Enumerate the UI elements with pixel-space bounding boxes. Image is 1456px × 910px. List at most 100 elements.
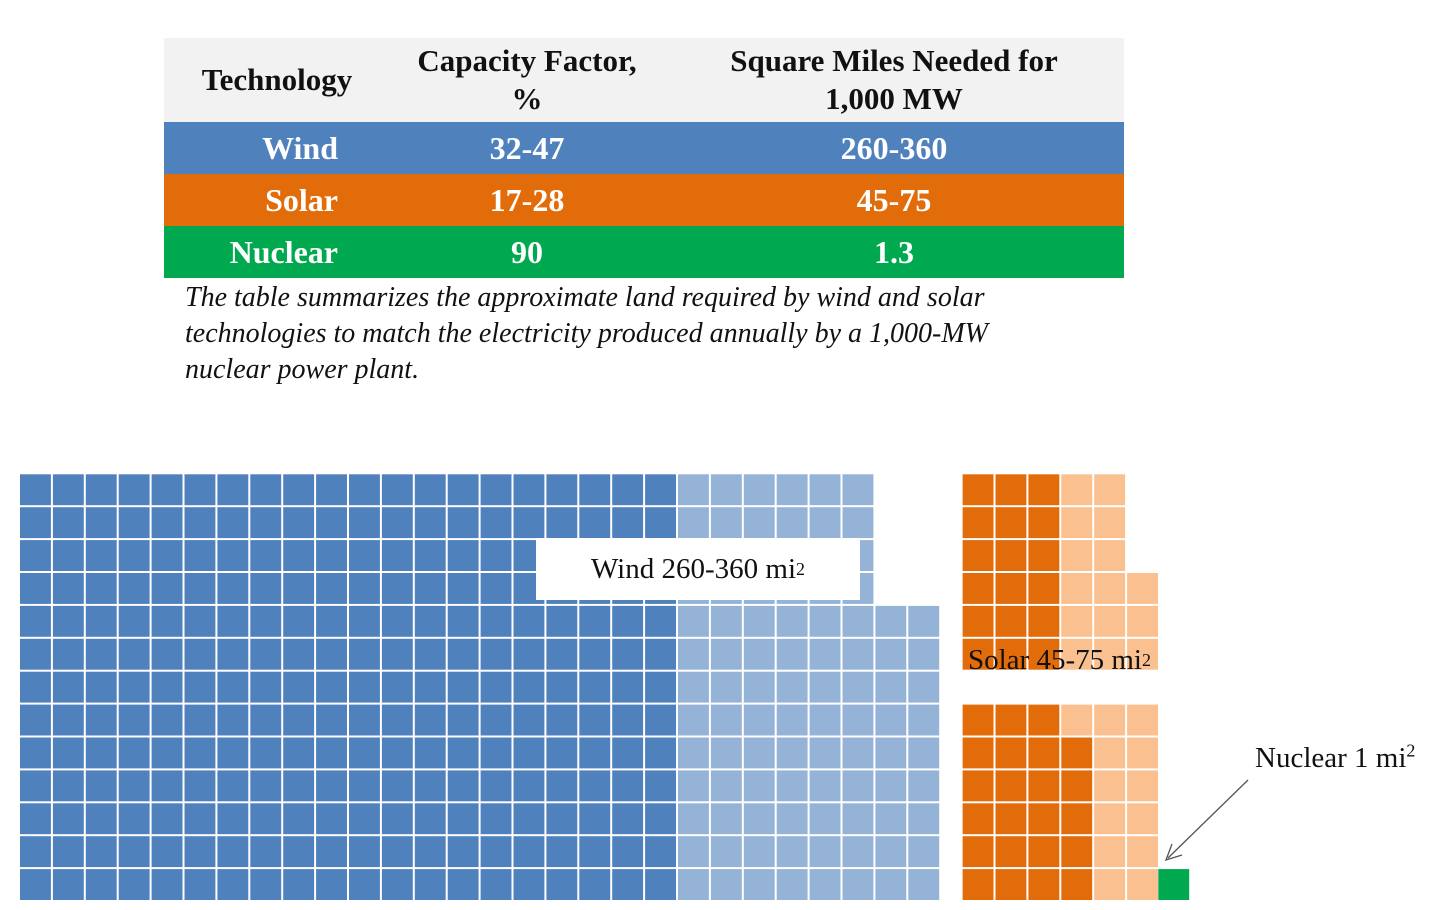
wind-square bbox=[316, 605, 347, 637]
wind-extra-square bbox=[743, 869, 775, 900]
wind-square bbox=[546, 803, 578, 835]
wind-square bbox=[414, 671, 446, 703]
wind-square bbox=[52, 704, 84, 736]
wind-square bbox=[414, 803, 446, 835]
solar-extra-square bbox=[1127, 836, 1158, 868]
wind-square bbox=[283, 869, 315, 900]
wind-square bbox=[381, 507, 413, 539]
solar-square bbox=[1028, 573, 1060, 604]
wind-square bbox=[513, 671, 545, 703]
wind-square bbox=[612, 704, 644, 736]
wind-square bbox=[20, 803, 51, 835]
wind-extra-square bbox=[743, 474, 775, 506]
solar-square bbox=[995, 573, 1027, 604]
wind-square bbox=[118, 704, 150, 736]
wind-square bbox=[349, 770, 380, 802]
wind-square bbox=[151, 869, 183, 900]
solar-extra-square bbox=[1061, 573, 1093, 604]
wind-extra-square bbox=[678, 507, 709, 539]
wind-square bbox=[20, 573, 51, 604]
wind-square bbox=[316, 540, 347, 571]
wind-square bbox=[52, 605, 84, 637]
wind-square bbox=[217, 540, 249, 571]
wind-square bbox=[52, 638, 84, 670]
wind-extra-square bbox=[710, 605, 742, 637]
wind-square bbox=[118, 573, 150, 604]
wind-extra-square bbox=[908, 770, 940, 802]
solar-square bbox=[962, 803, 994, 835]
wind-square bbox=[447, 704, 479, 736]
table-caption: The table summarizes the approximate lan… bbox=[185, 282, 988, 385]
wind-square bbox=[184, 671, 216, 703]
wind-square bbox=[645, 704, 676, 736]
header-capacity-factor: Capacity Factor, % bbox=[390, 38, 664, 122]
cell-technology: Wind bbox=[164, 122, 390, 174]
wind-square bbox=[20, 770, 51, 802]
wind-square bbox=[316, 474, 347, 506]
wind-square bbox=[118, 869, 150, 900]
solar-square bbox=[1061, 737, 1093, 769]
wind-square bbox=[151, 507, 183, 539]
solar-label-text: Solar 45-75 mi bbox=[968, 644, 1142, 676]
wind-extra-square bbox=[842, 507, 874, 539]
wind-extra-square bbox=[842, 869, 874, 900]
wind-square bbox=[184, 704, 216, 736]
wind-extra-square bbox=[908, 803, 940, 835]
solar-extra-square bbox=[1061, 638, 1093, 670]
wind-square bbox=[349, 671, 380, 703]
wind-square bbox=[250, 507, 282, 539]
wind-square bbox=[217, 474, 249, 506]
solar-square bbox=[962, 573, 994, 604]
wind-extra-square bbox=[678, 638, 709, 670]
wind-square bbox=[645, 770, 676, 802]
wind-square bbox=[546, 737, 578, 769]
wind-square bbox=[250, 803, 282, 835]
wind-extra-square bbox=[743, 605, 775, 637]
wind-extra-square bbox=[875, 638, 907, 670]
wind-square bbox=[316, 803, 347, 835]
wind-extra-square bbox=[743, 770, 775, 802]
wind-extra-square bbox=[809, 671, 841, 703]
wind-square bbox=[85, 770, 117, 802]
wind-square bbox=[250, 671, 282, 703]
wind-extra-square bbox=[710, 770, 742, 802]
wind-square bbox=[480, 507, 512, 539]
wind-square bbox=[546, 770, 578, 802]
solar-extra-square bbox=[1127, 737, 1158, 769]
wind-extra-square bbox=[809, 737, 841, 769]
wind-square bbox=[612, 638, 644, 670]
wind-extra-square bbox=[875, 836, 907, 868]
solar-square bbox=[962, 638, 994, 670]
wind-square bbox=[480, 770, 512, 802]
solar-square bbox=[1061, 803, 1093, 835]
solar-square bbox=[995, 803, 1027, 835]
wind-square bbox=[20, 638, 51, 670]
wind-square bbox=[546, 507, 578, 539]
wind-square bbox=[579, 803, 611, 835]
wind-extra-square bbox=[875, 704, 907, 736]
wind-square bbox=[579, 704, 611, 736]
table-row-wind: Wind 32-47 260-360 bbox=[164, 122, 1124, 174]
wind-extra-square bbox=[908, 638, 940, 670]
wind-square bbox=[184, 474, 216, 506]
solar-extra-square bbox=[1094, 704, 1126, 736]
wind-extra-square bbox=[776, 869, 808, 900]
wind-square bbox=[118, 540, 150, 571]
wind-square bbox=[381, 704, 413, 736]
wind-square bbox=[349, 803, 380, 835]
wind-square bbox=[349, 869, 380, 900]
wind-square bbox=[447, 573, 479, 604]
wind-square bbox=[645, 869, 676, 900]
wind-square bbox=[85, 704, 117, 736]
wind-square bbox=[52, 737, 84, 769]
wind-square bbox=[414, 770, 446, 802]
wind-extra-square bbox=[710, 836, 742, 868]
wind-extra-square bbox=[710, 671, 742, 703]
wind-extra-square bbox=[908, 671, 940, 703]
solar-extra-square bbox=[1061, 507, 1093, 539]
wind-square bbox=[283, 704, 315, 736]
wind-square bbox=[381, 803, 413, 835]
solar-square bbox=[962, 737, 994, 769]
wind-square bbox=[513, 605, 545, 637]
wind-square bbox=[217, 737, 249, 769]
